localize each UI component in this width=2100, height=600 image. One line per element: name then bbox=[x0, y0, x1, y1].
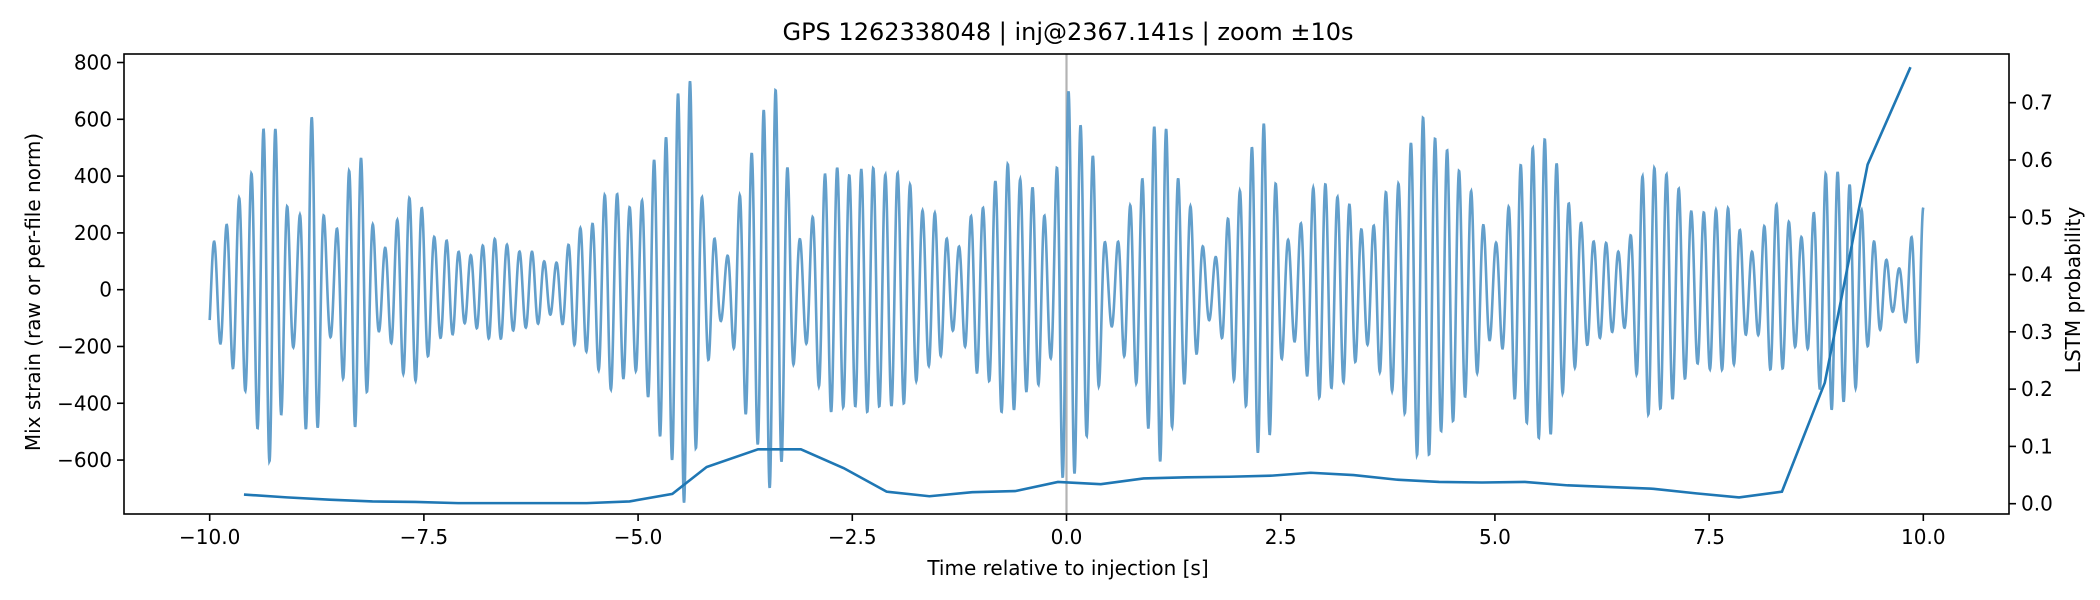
y-tick-label: 200 bbox=[74, 221, 112, 245]
x-tick-label: 7.5 bbox=[1693, 525, 1725, 549]
x-tick-label: −2.5 bbox=[828, 525, 877, 549]
y-right-tick-label: 0.7 bbox=[2021, 91, 2053, 115]
y-right-tick-label: 0.2 bbox=[2021, 377, 2053, 401]
y-tick-label: 800 bbox=[74, 51, 112, 75]
plot-area bbox=[208, 54, 1925, 514]
x-tick-label: −5.0 bbox=[614, 525, 663, 549]
x-tick-label: 5.0 bbox=[1479, 525, 1511, 549]
x-axis-label: Time relative to injection [s] bbox=[926, 556, 1208, 580]
y-right-tick-label: 0.1 bbox=[2021, 434, 2053, 458]
y-right-tick-label: 0.6 bbox=[2021, 148, 2053, 172]
x-tick-label: −7.5 bbox=[400, 525, 449, 549]
x-tick-label: −10.0 bbox=[179, 525, 240, 549]
y-right-tick-label: 0.3 bbox=[2021, 320, 2053, 344]
y-tick-label: −200 bbox=[57, 334, 112, 358]
y-axis-label: Mix strain (raw or per-file norm) bbox=[21, 133, 45, 451]
y-right-tick-label: 0.5 bbox=[2021, 205, 2053, 229]
y-tick-label: 400 bbox=[74, 164, 112, 188]
axes: −10.0 −7.5 −5.0 −2.5 0.0 2.5 5.0 7.5 10.0 −600 −40… bbox=[57, 51, 2053, 549]
chart-title: GPS 1262338048 | inj@2367.141s | zoom ±1… bbox=[782, 18, 1353, 46]
y-axis-right-label: LSTM probability bbox=[2061, 207, 2085, 374]
y-right-tick-label: 0.0 bbox=[2021, 492, 2053, 516]
y-tick-label: 0 bbox=[99, 278, 112, 302]
y-tick-label: −400 bbox=[57, 391, 112, 415]
x-tick-label: 0.0 bbox=[1051, 525, 1083, 549]
lstm-probability-line bbox=[243, 66, 1912, 505]
x-tick-label: 10.0 bbox=[1901, 525, 1946, 549]
y-right-tick-label: 0.4 bbox=[2021, 263, 2053, 287]
x-tick-label: 2.5 bbox=[1265, 525, 1297, 549]
y-tick-label: −600 bbox=[57, 448, 112, 472]
strain-series-line bbox=[208, 80, 1925, 503]
y-tick-label: 600 bbox=[74, 107, 112, 131]
